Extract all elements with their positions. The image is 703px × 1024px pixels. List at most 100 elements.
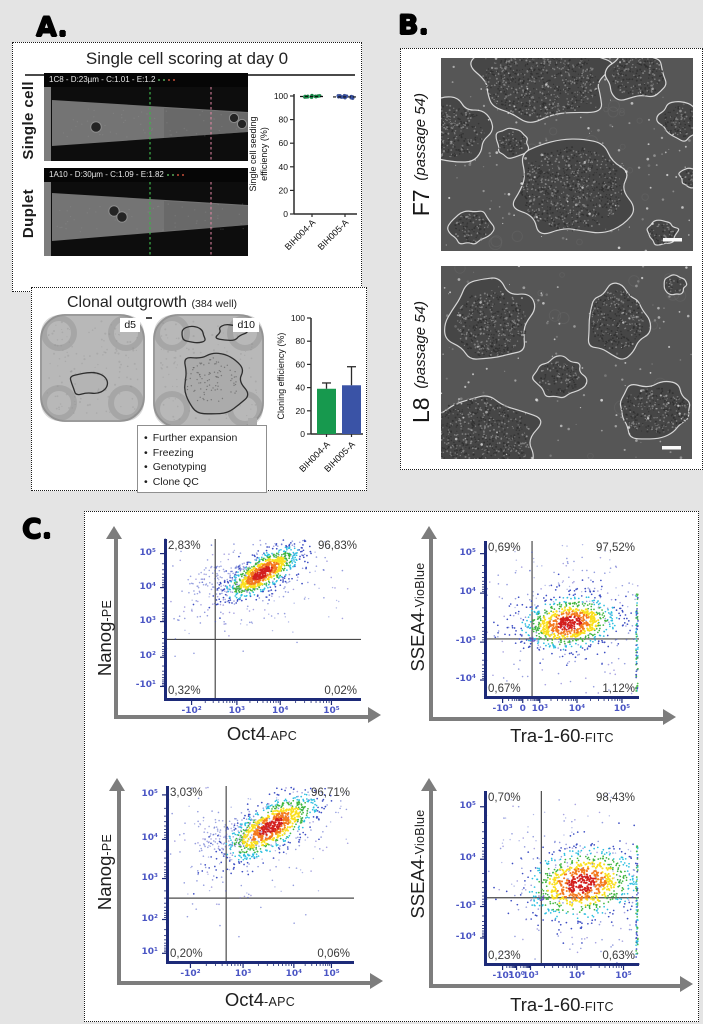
channel-header-text: 1C8 - D:23µm - C:1.01 - E:1.2: [49, 75, 156, 84]
phase-image-f7: [441, 58, 693, 251]
flow-x-axis-label: Tra-1-60-FITC: [482, 994, 642, 1016]
f7-label: F7 (passage 54): [403, 58, 439, 251]
svg-text:80: 80: [296, 336, 306, 346]
panel-c-label: C.: [22, 514, 53, 545]
row-label-duplet: Duplet: [19, 189, 37, 239]
passage-label: (passage 54): [411, 301, 429, 390]
l8-label: L8 (passage 54): [403, 266, 439, 459]
y-tick-label: 10²: [139, 651, 156, 662]
workflow-step: Clone QC: [144, 475, 262, 490]
y-axis-arrow-head: [421, 778, 438, 791]
y-tick-label: -10¹: [135, 680, 156, 691]
outgrowth-subtitle: (384 well): [191, 298, 238, 310]
quadrant-percentage-bottom-right: 0,06%: [317, 948, 350, 960]
y-tick-label: -10⁴: [455, 674, 476, 685]
x-axis-label-suffix: -FITC: [580, 1000, 614, 1014]
quadrant-percentage-bottom-left: 0,23%: [488, 950, 521, 962]
x-axis-arrow-stem: [431, 984, 682, 988]
x-tick-label: 10³: [531, 704, 549, 714]
x-axis-label-main: Tra-1-60: [510, 994, 581, 1015]
channel-header-text: 1A10 - D:30µm - C:1.09 - E:1.82: [49, 170, 164, 179]
x-axis-arrow-head: [680, 976, 693, 993]
y-axis-arrow-head: [106, 526, 123, 539]
x-tick-label: 10⁴: [568, 971, 586, 981]
workflow-steps-box: Further expansionFreezingGenotypingClone…: [137, 425, 267, 493]
svg-text:60: 60: [296, 359, 306, 369]
y-axis-arrow-head: [421, 526, 438, 539]
y-tick-label: 10⁴: [139, 581, 156, 592]
y-tick-label: 10⁴: [459, 587, 476, 598]
y-tick-label: 10³: [139, 615, 156, 626]
row-label-single-cell: Single cell: [19, 80, 37, 160]
flow-x-axis-label: Tra-1-60-FITC: [482, 725, 642, 747]
flow-plot-area: [480, 791, 640, 970]
x-axis-arrow-stem: [119, 981, 372, 985]
x-axis-arrow-head: [370, 973, 383, 990]
quadrant-percentage-top-left: 0,70%: [488, 792, 521, 804]
y-axis-arrow-stem: [429, 537, 433, 721]
quadrant-percentage-bottom-right: 0,02%: [324, 685, 357, 697]
y-tick-label: 10¹: [141, 947, 158, 958]
svg-text:20: 20: [296, 406, 306, 416]
quadrant-percentage-top-left: 3,03%: [170, 787, 203, 799]
y-tick-label: 10³: [141, 872, 158, 883]
header-dots-icon: [164, 170, 184, 179]
phase-image-l8: [441, 266, 692, 459]
x-tick-label: 10⁵: [613, 704, 631, 714]
quadrant-percentage-bottom-left: 0,32%: [168, 685, 201, 697]
single-cell-scoring-box: Single cell scoring at day 0 Single cell…: [12, 42, 362, 292]
workflow-step: Genotyping: [144, 460, 262, 475]
flow-cytometry-box: Nanog-PE 10⁵ 10⁴ 10³ 10² -10¹ -10² 10³ 10⁴ 10⁵ 2,8…: [84, 511, 699, 1022]
quadrant-percentage-top-right: 97,52%: [595, 542, 635, 554]
svg-text:80: 80: [279, 115, 289, 125]
x-axis-label-main: Oct4: [226, 723, 266, 744]
y-tick-label: 10⁴: [459, 853, 476, 864]
y-tick-label: 10⁵: [459, 547, 476, 558]
x-tick-label: 10⁰: [508, 971, 525, 981]
well-image-d5: d5: [39, 313, 146, 423]
y-tick-label: 10⁵: [459, 800, 476, 811]
x-axis-arrow-head: [663, 709, 676, 726]
clonal-outgrowth-box: Clonal outgrowth (384 well) d5 d10 Furth…: [31, 287, 367, 493]
x-axis-arrow-stem: [431, 717, 665, 721]
svg-text:0: 0: [300, 429, 305, 439]
x-axis-label-main: Tra-1-60: [510, 725, 581, 746]
x-tick-label: 10⁵: [323, 706, 340, 716]
x-axis-label-suffix: -FITC: [580, 731, 614, 745]
x-tick-label: -10³: [492, 971, 513, 981]
x-tick-label: 10³: [522, 971, 539, 981]
y-tick-label: 10⁴: [141, 833, 158, 844]
x-axis-arrow-stem: [116, 715, 370, 719]
quadrant-percentage-bottom-left: 0,67%: [488, 683, 521, 695]
well-label-d10: d10: [233, 318, 259, 332]
x-tick-label: 10³: [234, 969, 252, 979]
microfluidic-channel-micrograph: [44, 182, 248, 256]
x-tick-label: -10²: [181, 706, 202, 716]
flow-y-axis-label: SSEA4-VioBlue: [407, 542, 429, 692]
channel-image-duplet: 1A10 - D:30µm - C:1.09 - E:1.82: [44, 168, 248, 261]
microfluidic-channel-micrograph: [44, 87, 248, 161]
quadrant-percentage-top-left: 2,83%: [168, 540, 201, 552]
y-axis-arrow-stem: [117, 789, 121, 985]
x-axis-arrow-head: [368, 707, 381, 724]
outgrowth-title-row: Clonal outgrowth (384 well): [32, 294, 272, 312]
y-axis-label-main: Nanog: [94, 855, 115, 911]
y-axis-label-main: SSEA4: [407, 858, 428, 919]
x-tick-label: 10³: [228, 706, 246, 716]
y-tick-label: -10⁴: [455, 932, 476, 942]
seeding-efficiency-chart: 0 20 40 60 80 100 Single cell seeding efficienc…: [248, 91, 357, 252]
svg-text:efficiency (%): efficiency (%): [259, 127, 269, 181]
y-tick-label: -10³: [455, 900, 476, 911]
y-axis-label-main: Nanog: [94, 621, 115, 677]
x-axis-label-suffix: -APC: [264, 995, 296, 1009]
line-name: F7: [407, 189, 434, 217]
panel-a-label: A.: [36, 12, 68, 43]
y-axis-label-suffix: -VioBlue: [413, 562, 427, 612]
quadrant-percentage-top-right: 96,83%: [317, 540, 357, 552]
svg-text:0: 0: [283, 209, 288, 219]
x-tick-label: 10⁵: [323, 969, 340, 979]
quadrant-percentage-bottom-left: 0,20%: [170, 948, 203, 960]
y-axis-label-suffix: -PE: [100, 599, 114, 622]
